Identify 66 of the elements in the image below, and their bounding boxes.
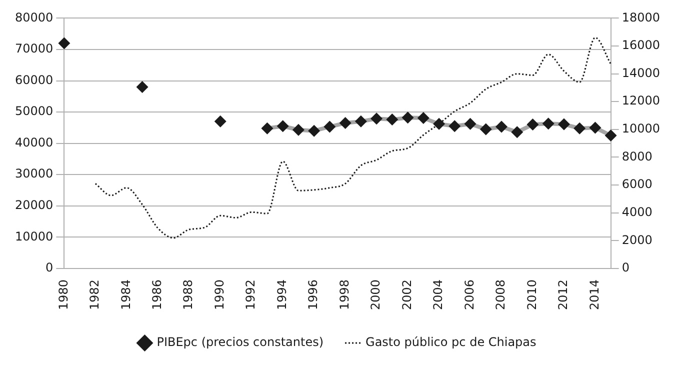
x-tick-label: 1980 bbox=[56, 279, 70, 310]
y-tick-label: 60000 bbox=[14, 72, 54, 87]
point bbox=[464, 118, 476, 130]
point bbox=[511, 126, 524, 138]
x-tick-label: 2000 bbox=[368, 279, 383, 310]
x-tick-label: 2010 bbox=[524, 279, 539, 310]
point bbox=[417, 112, 430, 124]
point bbox=[433, 118, 446, 130]
x-tick-label: 2008 bbox=[494, 279, 508, 310]
x-tick-label: 2006 bbox=[462, 279, 476, 310]
y-tick-label: 50000 bbox=[14, 104, 54, 118]
y2-tick-label: 6000 bbox=[622, 177, 652, 192]
point bbox=[308, 124, 320, 137]
x-tick-label: 2014 bbox=[587, 279, 602, 310]
point bbox=[386, 114, 398, 126]
y-tick-label: 10000 bbox=[14, 229, 54, 244]
y2-tick-label: 4000 bbox=[622, 204, 652, 219]
y-tick-label: 70000 bbox=[14, 42, 54, 56]
x-tick-label: 1992 bbox=[244, 279, 258, 310]
line-series bbox=[94, 36, 612, 239]
x-tick-label: 2002 bbox=[400, 279, 414, 310]
point bbox=[276, 120, 289, 132]
point bbox=[542, 118, 554, 130]
point bbox=[574, 122, 586, 134]
x-tick-label: 1986 bbox=[150, 279, 164, 310]
y2-tick-label: 10000 bbox=[622, 122, 660, 136]
point bbox=[339, 116, 352, 129]
x-tick-label: 1988 bbox=[181, 279, 196, 310]
point bbox=[292, 124, 304, 136]
point bbox=[402, 112, 414, 124]
point bbox=[558, 118, 570, 130]
point bbox=[495, 120, 508, 133]
y-tick-label: 30000 bbox=[14, 166, 54, 181]
x-tick-label: 1998 bbox=[337, 279, 352, 310]
point bbox=[58, 37, 70, 50]
point bbox=[448, 120, 461, 132]
y2-tick-label: 14000 bbox=[622, 66, 660, 80]
y2-tick-label: 8000 bbox=[622, 149, 652, 164]
point bbox=[604, 130, 617, 142]
point bbox=[214, 115, 226, 128]
y2-tick-label: 0 bbox=[622, 260, 630, 275]
point bbox=[261, 122, 274, 134]
y2-tick-label: 12000 bbox=[622, 94, 660, 108]
x-tick-label: 1996 bbox=[306, 279, 320, 310]
point bbox=[324, 120, 336, 133]
point bbox=[526, 118, 539, 131]
x-tick-label: 1990 bbox=[212, 279, 226, 310]
x-tick-label: 1984 bbox=[118, 279, 133, 310]
legend-label: Gasto público pc de Chiapas bbox=[366, 335, 536, 350]
x-tick-label: 2012 bbox=[556, 279, 570, 310]
point bbox=[370, 112, 383, 125]
x-tick-label: 1994 bbox=[274, 279, 289, 310]
y-tick-label: 0 bbox=[46, 260, 54, 275]
y2-tick-label: 2000 bbox=[622, 232, 652, 247]
y2-tick-label: 16000 bbox=[622, 38, 660, 52]
x-tick-label: 1982 bbox=[88, 279, 102, 310]
y-tick-label: 40000 bbox=[14, 135, 54, 150]
point bbox=[480, 123, 492, 136]
y2-tick-label: 18000 bbox=[622, 10, 660, 24]
point bbox=[136, 81, 148, 94]
legend-label: PIBEpc (precios constantes) bbox=[156, 335, 324, 350]
point bbox=[589, 122, 602, 134]
y-tick-label: 20000 bbox=[14, 198, 54, 212]
y-tick-label: 80000 bbox=[14, 10, 54, 24]
x-tick-label: 2004 bbox=[431, 279, 446, 310]
point bbox=[354, 115, 367, 128]
